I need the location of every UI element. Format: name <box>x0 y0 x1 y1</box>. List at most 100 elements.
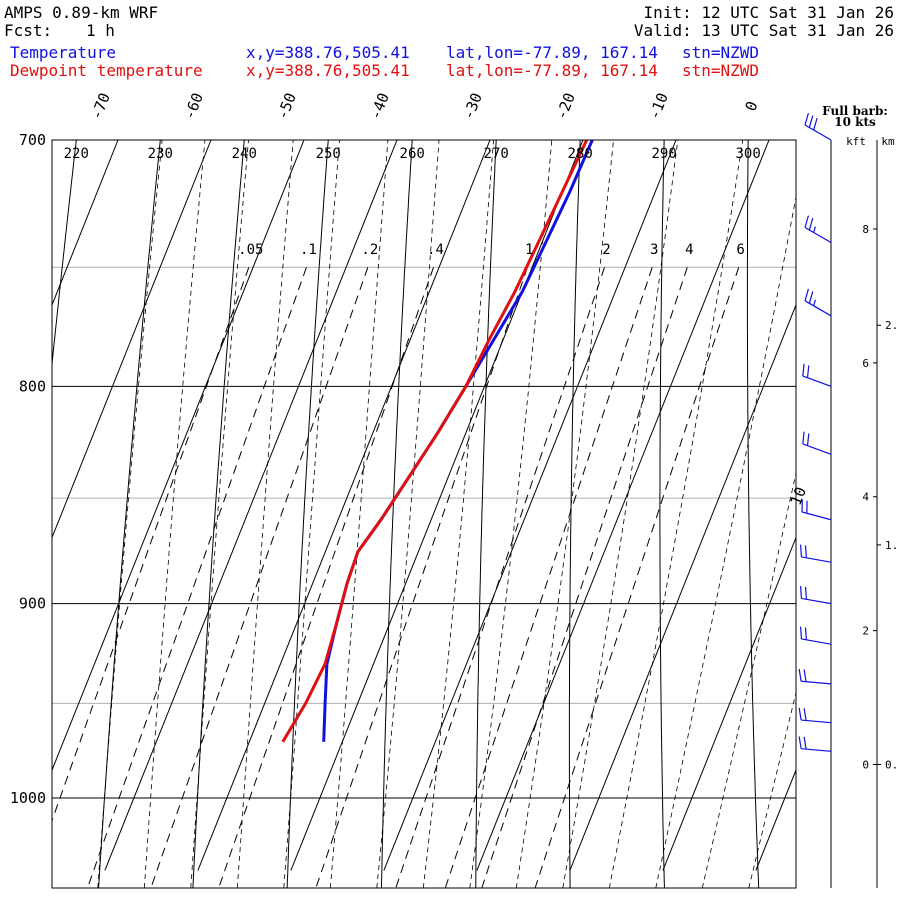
barb-legend-line2: 10 kts <box>834 115 876 129</box>
dry-adiabat-line <box>568 140 581 888</box>
theta-label-270: 270 <box>484 146 509 162</box>
isobar-label-700: 700 <box>19 131 46 149</box>
mixing-ratio-line <box>52 267 250 823</box>
dry-adiabat-line <box>832 130 853 898</box>
valid-time: Valid: 13 UTC Sat 31 Jan 26 <box>633 21 894 40</box>
moist-adiabat-line <box>655 194 796 888</box>
latlon-temp: lat,lon=-77.89, 167.14 <box>446 43 658 62</box>
isotherm-label--70: -70 <box>87 90 114 122</box>
isotherm-line <box>52 140 305 772</box>
km-axis-label: km <box>881 135 895 148</box>
moist-adiabat-line <box>562 140 679 888</box>
forecast-value: 1 h <box>86 21 115 40</box>
isotherm-label--40: -40 <box>366 90 393 122</box>
isotherm-line <box>290 140 584 871</box>
isotherm-label--20: -20 <box>552 90 579 122</box>
wind-barb-flag <box>804 112 809 126</box>
mixing-ratio-label-3: 3 <box>650 242 658 258</box>
mixing-ratio-label-1: 1 <box>525 242 533 258</box>
wind-barb <box>799 626 832 645</box>
theta-label-230: 230 <box>148 146 173 162</box>
wind-barb-flag <box>804 545 807 558</box>
isotherm-line <box>52 140 119 307</box>
latlon-dew: lat,lon=-77.89, 167.14 <box>446 61 658 80</box>
theta-label-220: 220 <box>64 146 89 162</box>
mixing-ratio-label-4: 4 <box>685 242 693 258</box>
isotherm-line <box>104 140 398 871</box>
mixing-ratio-label-6: 6 <box>736 242 744 258</box>
moist-adiabat-line <box>329 140 389 888</box>
isotherm-line <box>755 768 796 871</box>
isotherm-line <box>52 140 212 539</box>
wind-barb-panel: Full barb: 10 kts kft km 8 6 4 2 0 2. 1. 0. <box>798 104 898 888</box>
moist-adiabat-line <box>422 140 495 888</box>
isotherm-line <box>569 303 796 871</box>
kft-axis-label: kft <box>846 135 866 148</box>
mixing-ratio-line <box>395 267 605 888</box>
model-title: AMPS 0.89-km WRF <box>4 3 159 22</box>
dry-adiabat-line <box>286 140 329 888</box>
wind-barb-flag <box>806 365 810 378</box>
km-label-0.: 0. <box>885 758 898 771</box>
mixing-ratio-label-.2: .2 <box>361 242 378 258</box>
grid-xy-dew: x,y=388.76,505.41 <box>246 61 410 80</box>
isotherm-line <box>197 140 491 871</box>
wind-barb-flag <box>804 627 807 640</box>
wind-barb <box>798 736 832 752</box>
wind-barb-flag <box>802 363 805 377</box>
dry-adiabat-line <box>746 140 760 888</box>
isotherm-line <box>383 140 677 871</box>
mixing-ratio-line <box>218 267 434 888</box>
wind-barb <box>801 499 832 521</box>
mixing-ratio-label-.1: .1 <box>300 242 317 258</box>
wind-barb <box>798 668 832 685</box>
kft-label-4: 4 <box>862 491 869 504</box>
isotherm-label--30: -30 <box>459 90 486 122</box>
mixing-ratio-line <box>315 267 528 888</box>
plot-frame <box>51 139 797 889</box>
barb-legend-line1: Full barb: <box>822 104 888 118</box>
theta-label-280: 280 <box>568 146 593 162</box>
theta-label-250: 250 <box>316 146 341 162</box>
wind-barb <box>804 288 832 317</box>
wind-barb-flag <box>799 586 803 599</box>
moist-adiabat-line <box>283 140 340 888</box>
moist-adiabat-line <box>97 140 163 888</box>
chart-grid <box>52 130 853 898</box>
isobar-label-800: 800 <box>19 377 46 395</box>
wind-barb-flag <box>808 291 814 304</box>
km-label-1.: 1. <box>885 539 898 552</box>
wind-barb-flag <box>806 433 810 446</box>
theta-label-300: 300 <box>735 146 760 162</box>
isotherm-label--50: -50 <box>273 90 300 122</box>
wind-barb-flag <box>798 736 802 749</box>
dry-adiabat-line <box>659 140 665 888</box>
wind-barb <box>802 363 832 387</box>
kft-label-2: 2 <box>862 625 869 638</box>
legend-dewpoint: Dewpoint temperature <box>10 61 203 80</box>
wind-barb-staff <box>801 511 832 521</box>
chart-series <box>281 140 594 743</box>
wind-barb-flag <box>804 215 809 228</box>
wind-barb-flag <box>808 115 814 128</box>
wind-barb <box>804 215 832 244</box>
station-temp: stn=NZWD <box>682 43 760 62</box>
moist-adiabat-line <box>376 140 440 888</box>
isotherm-line <box>476 140 770 871</box>
wind-barb <box>798 707 832 724</box>
isotherm-label-0: 0 <box>742 99 762 114</box>
wind-barb-flag <box>808 217 814 231</box>
mixing-ratio-line <box>481 267 688 888</box>
wind-barb-flag <box>803 669 807 682</box>
wind-barb-flag <box>799 544 803 558</box>
kft-label-0: 0 <box>862 758 869 771</box>
isobar-label-900: 900 <box>19 595 46 613</box>
wind-barb-flag <box>798 668 802 682</box>
mixing-ratio-label-2: 2 <box>602 242 610 258</box>
isotherm-label-10: 10 <box>787 484 810 507</box>
km-label-2.: 2. <box>885 319 898 332</box>
moist-adiabat-line <box>701 471 796 888</box>
moist-adiabat-line <box>143 140 206 888</box>
isotherm-label--60: -60 <box>180 90 207 122</box>
theta-label-290: 290 <box>652 146 677 162</box>
